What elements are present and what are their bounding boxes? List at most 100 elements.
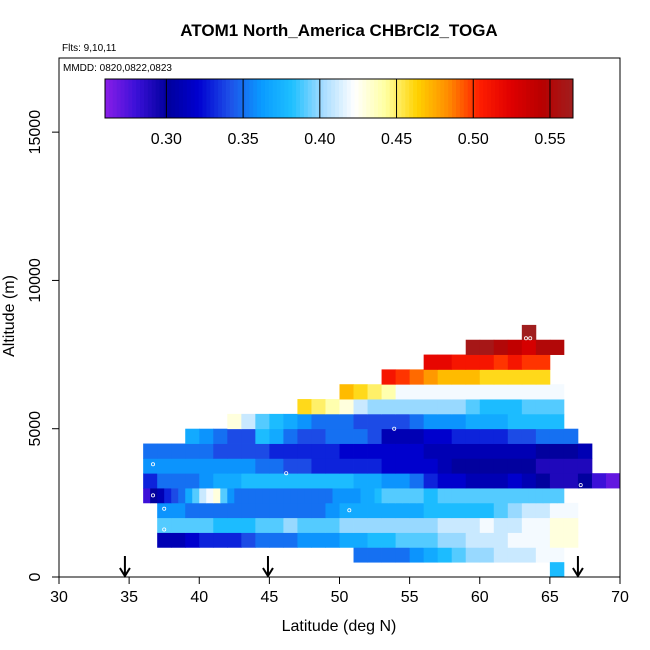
- heatmap-cell: [521, 517, 537, 533]
- colorbar-swatch: [420, 79, 426, 118]
- heatmap-cell: [521, 458, 537, 474]
- heatmap-cell: [353, 443, 368, 459]
- colorbar-swatch: [378, 79, 383, 118]
- heatmap-cell: [563, 502, 579, 519]
- colorbar-swatch: [210, 79, 215, 118]
- colorbar-swatch: [190, 79, 196, 118]
- heatmap-cell: [381, 428, 396, 444]
- heatmap-cell: [241, 473, 256, 489]
- heatmap-cell: [374, 488, 382, 504]
- heatmap-cell: [507, 443, 523, 459]
- heatmap-cell: [479, 369, 495, 385]
- colorbar-swatch: [366, 79, 371, 118]
- heatmap-cell: [437, 502, 453, 519]
- sample-marker: [162, 527, 167, 532]
- heatmap-cell: [409, 547, 425, 563]
- heatmap-cell: [563, 443, 579, 459]
- heatmap-cell: [507, 458, 523, 474]
- heatmap-cell: [353, 502, 368, 519]
- heatmap-cell: [339, 428, 354, 444]
- heatmap-cell: [465, 547, 481, 563]
- colorbar-swatch: [534, 79, 539, 118]
- heatmap-cell: [535, 488, 544, 504]
- heatmap-cell: [311, 428, 326, 444]
- heatmap-cell: [157, 473, 172, 489]
- heatmap-cell: [563, 473, 579, 489]
- heatmap-cell: [549, 458, 565, 474]
- heatmap-cell: [444, 488, 453, 504]
- heatmap-cell: [479, 473, 495, 489]
- heatmap-cell: [423, 443, 439, 459]
- heatmap-cell: [409, 428, 425, 444]
- heatmap-cell: [171, 458, 186, 474]
- heatmap-cell: [297, 413, 312, 430]
- heatmap-cell: [325, 428, 340, 444]
- heatmap-cell: [367, 547, 382, 563]
- heatmap-cell: [535, 399, 551, 415]
- heatmap-cell: [549, 502, 565, 519]
- heatmap-cell: [143, 458, 158, 474]
- heatmap-cell: [171, 443, 186, 459]
- heatmap-cell: [493, 532, 509, 548]
- heatmap-cell: [367, 384, 382, 400]
- heatmap-cell: [507, 473, 523, 489]
- heatmap-cell: [248, 488, 256, 504]
- heatmap-cell: [381, 369, 396, 385]
- heatmap-cell: [269, 413, 284, 430]
- heatmap-cell: [549, 413, 565, 430]
- heatmap-cell: [171, 532, 186, 548]
- heatmap-cell: [213, 428, 228, 444]
- heatmap-cell: [185, 488, 193, 504]
- heatmap-cell: [339, 384, 354, 400]
- heatmap-cell: [311, 413, 326, 430]
- heatmap-cell: [535, 369, 551, 385]
- heatmap-cell: [255, 443, 270, 459]
- colorbar-swatch: [522, 79, 527, 118]
- colorbar-swatch: [491, 79, 496, 118]
- colorbar-swatch: [202, 79, 207, 118]
- colorbar-swatch: [459, 79, 465, 118]
- heatmap-cell: [395, 428, 411, 444]
- heatmap-cell: [325, 399, 340, 415]
- heatmap-cell: [514, 488, 523, 504]
- sample-markers: [150, 336, 583, 532]
- heatmap-cell: [423, 473, 439, 489]
- heatmap-cell: [535, 532, 551, 548]
- heatmap-cell: [185, 458, 200, 474]
- colorbar-swatch: [506, 79, 512, 118]
- colorbar-swatch: [132, 79, 137, 118]
- heatmap-cell: [255, 413, 270, 430]
- x-tick-label: 70: [611, 589, 629, 606]
- heatmap-cell: [535, 339, 551, 355]
- heatmap-cell: [367, 473, 382, 489]
- heatmap-cell: [479, 428, 495, 444]
- heatmap-cell: [367, 399, 382, 415]
- heatmap-cell: [262, 488, 270, 504]
- heatmap-cell: [311, 458, 326, 474]
- arrow-down-icon: [262, 556, 274, 578]
- colorbar-swatch: [198, 79, 203, 118]
- colorbar-swatch: [553, 79, 558, 118]
- heatmap-cell: [185, 502, 200, 519]
- heatmap-cell: [241, 532, 256, 548]
- colorbar-swatch: [518, 79, 523, 118]
- chart-title: ATOM1 North_America CHBrCl2_TOGA: [180, 21, 497, 40]
- colorbar-swatch: [319, 79, 324, 118]
- heatmap-cell: [423, 428, 439, 444]
- heatmap-cell: [395, 502, 411, 519]
- heatmap-cell: [465, 488, 474, 504]
- heatmap-cell: [437, 428, 453, 444]
- heatmap-cell: [346, 488, 354, 504]
- colorbar-swatch: [268, 79, 274, 118]
- heatmap-cell: [486, 488, 495, 504]
- heatmap-cell: [507, 399, 523, 415]
- heatmap-cell: [423, 488, 432, 504]
- heatmap-cell: [521, 339, 537, 355]
- heatmap-cells: [143, 324, 621, 578]
- heatmap-cell: [521, 324, 537, 341]
- heatmap-cell: [556, 488, 565, 504]
- heatmap-cell: [255, 473, 270, 489]
- colorbar-swatch: [471, 79, 476, 118]
- heatmap-cell: [507, 384, 523, 400]
- colorbar-swatch: [463, 79, 469, 118]
